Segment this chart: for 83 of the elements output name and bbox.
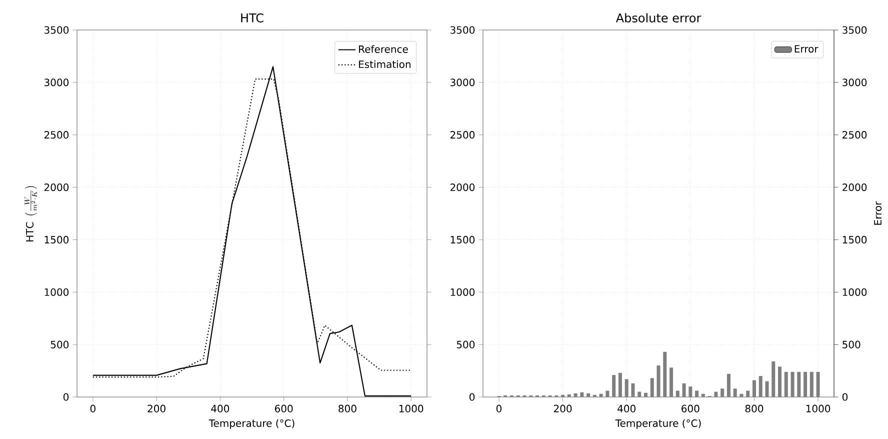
- y-tick-label: 2500: [44, 131, 69, 139]
- bar: [765, 381, 769, 397]
- bar: [618, 372, 622, 397]
- y-tick-label: 500: [456, 340, 475, 348]
- bar: [804, 372, 808, 397]
- y2-tick-label: 3500: [842, 26, 867, 34]
- y-tick-label: 500: [50, 340, 69, 348]
- bar: [720, 388, 724, 397]
- x-tick-label: 600: [682, 404, 700, 412]
- bar: [606, 390, 610, 397]
- bar: [656, 366, 660, 397]
- bar: [688, 386, 692, 397]
- y-tick-label: 1000: [44, 288, 69, 296]
- x-tick-label: 800: [338, 404, 356, 412]
- bar: [740, 394, 744, 397]
- bar: [574, 393, 578, 397]
- x-tick-label: 0: [90, 404, 96, 412]
- y-tick-label: 2000: [44, 183, 69, 192]
- bar: [784, 372, 788, 397]
- bar: [624, 379, 628, 397]
- bar: [695, 390, 699, 397]
- bar: [682, 383, 686, 397]
- bar: [752, 380, 756, 397]
- bar: [612, 374, 616, 397]
- bar: [644, 392, 648, 397]
- y-tick-label: 1000: [450, 288, 475, 296]
- bar: [670, 368, 674, 397]
- x-tick-label: 400: [211, 404, 230, 412]
- bar: [816, 372, 820, 397]
- y2-tick-label: 2000: [842, 183, 867, 192]
- y2-axis-title: Error: [874, 201, 882, 225]
- y-tick-label: 0: [470, 393, 475, 401]
- y2-tick-label: 1500: [842, 236, 867, 244]
- x-axis-title: Temperature (°C): [615, 419, 701, 429]
- bar: [758, 376, 762, 397]
- y-tick-label: 1500: [44, 236, 69, 244]
- legend-label: Error: [794, 45, 818, 53]
- bar: [746, 390, 750, 397]
- x-tick-label: 800: [745, 404, 764, 412]
- bar: [650, 378, 654, 397]
- y2-tick-label: 1000: [842, 288, 867, 296]
- bar: [726, 374, 730, 397]
- y-tick-label: 2500: [450, 131, 475, 139]
- bar: [778, 366, 782, 397]
- bar: [638, 392, 642, 397]
- y-axis-title: $\mathrm{HTC}\ \left(\frac{W}{m^{2}\cdot K}\right)$: [24, 186, 37, 242]
- bar: [790, 372, 794, 397]
- y2-tick-label: 500: [842, 340, 860, 348]
- x-tick-label: 600: [274, 404, 293, 412]
- bar: [810, 372, 814, 397]
- bar: [599, 394, 603, 397]
- y2-tick-label: 3000: [842, 78, 867, 86]
- bar: [701, 394, 705, 397]
- legend-label: Estimation: [359, 60, 410, 68]
- bar: [586, 393, 590, 397]
- y-tick-label: 1500: [450, 236, 475, 244]
- bar: [714, 392, 718, 397]
- x-tick-label: 200: [148, 404, 166, 412]
- bar: [733, 388, 737, 397]
- y-tick-label: 3000: [44, 78, 69, 86]
- y-tick-label: 0: [64, 393, 69, 401]
- y-tick-label: 3500: [44, 26, 69, 34]
- chart-title: Absolute error: [616, 13, 702, 22]
- x-tick-label: 1000: [806, 404, 830, 412]
- bar: [631, 383, 635, 397]
- x-axis-title: Temperature (°C): [208, 419, 294, 429]
- bar: [663, 352, 667, 397]
- y2-tick-label: 2500: [842, 131, 867, 139]
- x-tick-label: 0: [496, 404, 502, 412]
- legend-label: Reference: [359, 45, 408, 53]
- bar: [676, 390, 680, 397]
- x-tick-label: 400: [618, 404, 636, 412]
- bar: [580, 392, 584, 397]
- x-tick-label: 200: [554, 404, 572, 412]
- bar: [772, 361, 776, 397]
- x-tick-label: 1000: [399, 404, 424, 412]
- y2-tick-label: 0: [842, 393, 848, 401]
- bar: [567, 394, 571, 397]
- y-tick-label: 3000: [450, 78, 475, 86]
- bar: [797, 372, 801, 397]
- chart-title: HTC: [241, 13, 264, 22]
- y-tick-label: 3500: [450, 26, 475, 34]
- y-tick-label: 2000: [450, 183, 475, 192]
